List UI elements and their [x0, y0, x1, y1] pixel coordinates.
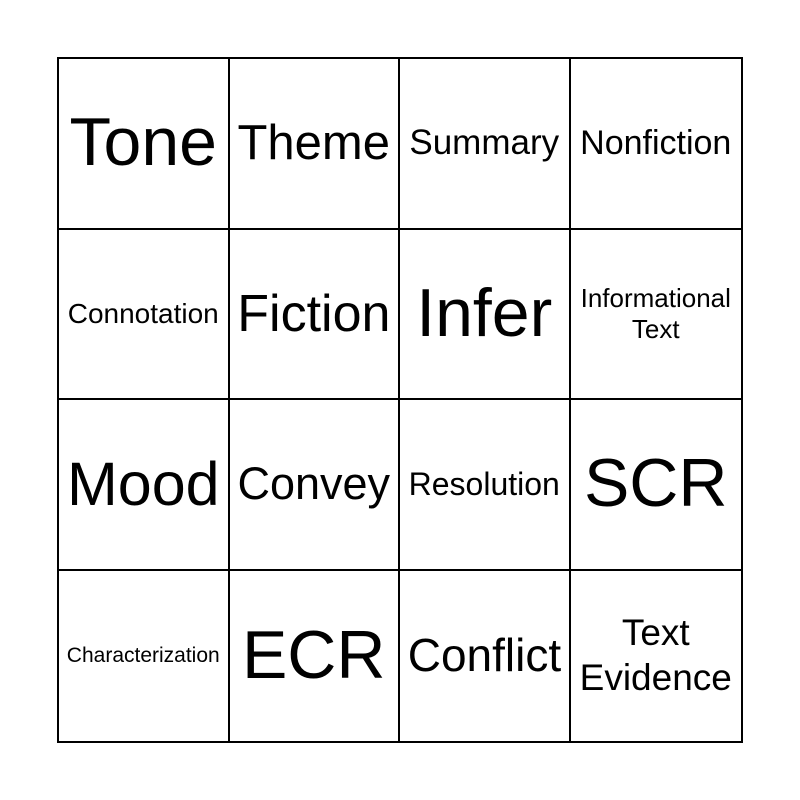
bingo-cell-label: Informational Text: [580, 282, 731, 344]
bingo-cell-r1c2[interactable]: Infer: [400, 229, 571, 400]
bingo-cell-r1c3[interactable]: Informational Text: [570, 230, 741, 400]
bingo-cell-label: Conflict: [407, 629, 562, 682]
bingo-cell-label: ECR: [241, 616, 386, 693]
bingo-cell-r1c1[interactable]: Fiction: [229, 229, 400, 400]
bingo-cell-r3c2[interactable]: Conflict: [400, 570, 571, 741]
bingo-cell-label: Theme: [237, 115, 390, 170]
bingo-cell-label: Tone: [69, 104, 217, 181]
bingo-cell-r0c2[interactable]: Summary: [400, 59, 571, 230]
bingo-cell-r1c0[interactable]: Connotation: [59, 229, 230, 400]
bingo-cell-r0c3[interactable]: Nonfiction: [570, 59, 741, 230]
bingo-cell-label: Text Evidence: [579, 612, 732, 698]
bingo-cell-label: Nonfiction: [580, 123, 732, 162]
bingo-cell-r3c1[interactable]: ECR: [230, 570, 400, 741]
bingo-cell-label: Mood: [66, 449, 220, 518]
bingo-cell-r2c3[interactable]: SCR: [570, 400, 741, 571]
bingo-cell-r3c0[interactable]: Characterization: [59, 570, 230, 741]
bingo-cell-label: Fiction: [237, 284, 391, 343]
bingo-cell-r0c1[interactable]: Theme: [229, 59, 400, 230]
bingo-cell-r2c0[interactable]: Mood: [59, 400, 230, 571]
bingo-cell-label: Connotation: [67, 297, 219, 329]
bingo-card: Tone Theme Summary Nonfiction Connotatio…: [57, 57, 743, 743]
bingo-cell-r0c0[interactable]: Tone: [59, 59, 230, 230]
bingo-cell-label: SCR: [583, 445, 728, 522]
bingo-cell-r3c3[interactable]: Text Evidence: [571, 571, 742, 742]
bingo-cell-label: Characterization: [66, 644, 220, 668]
bingo-cell-r2c1[interactable]: Convey: [229, 400, 400, 571]
bingo-cell-label: Convey: [237, 458, 391, 510]
bingo-cell-r2c2[interactable]: Resolution: [400, 400, 571, 571]
bingo-cell-label: Infer: [416, 274, 553, 351]
bingo-cell-label: Resolution: [408, 466, 560, 503]
bingo-cell-label: Summary: [409, 123, 560, 163]
